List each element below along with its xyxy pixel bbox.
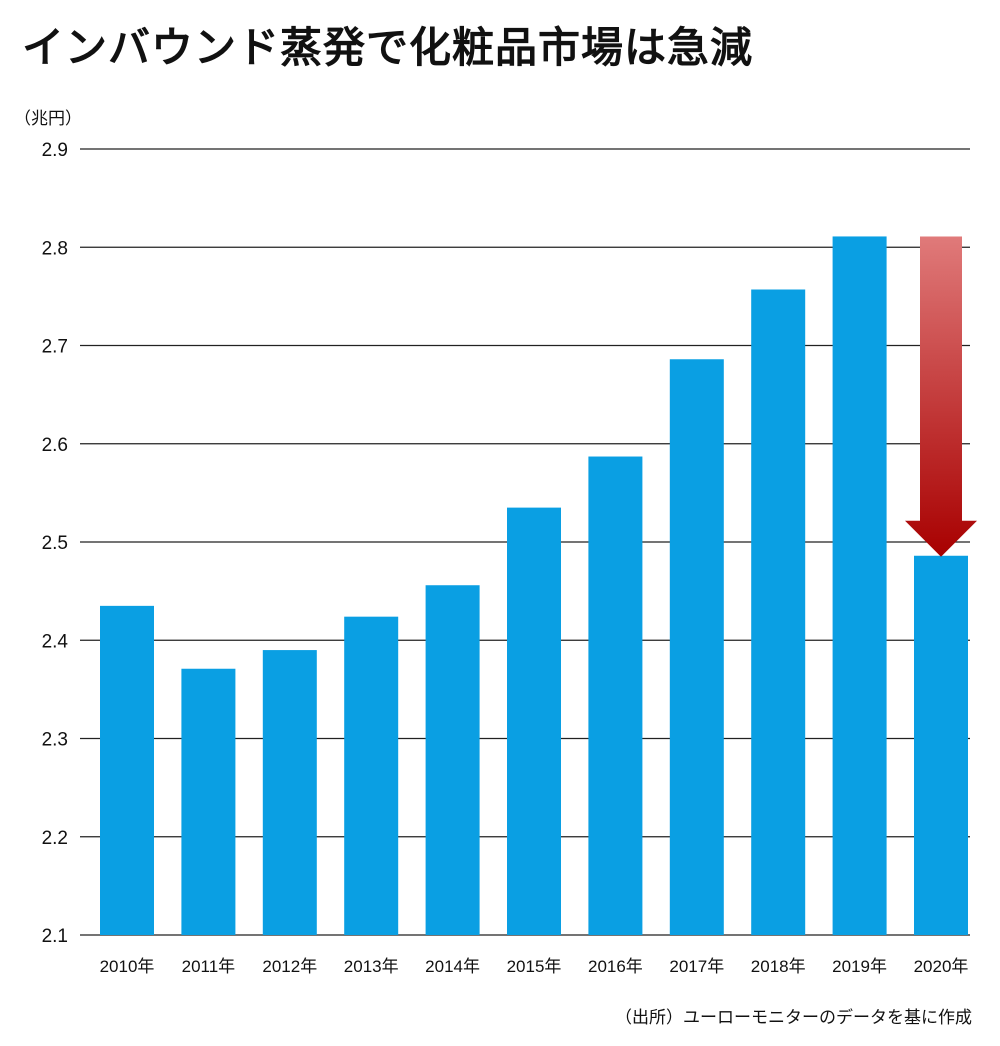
x-category-label: 2018年 bbox=[751, 957, 806, 976]
bar bbox=[669, 359, 724, 935]
y-axis-unit-label: （兆円） bbox=[14, 109, 82, 129]
bar bbox=[832, 236, 887, 935]
y-tick-labels: 2.1 2.2 2.3 2.4 2.5 2.6 2.7 2.8 2.9 bbox=[42, 140, 69, 947]
x-category-label: 2014年 bbox=[425, 957, 480, 976]
bar bbox=[507, 507, 561, 935]
bar bbox=[588, 456, 643, 935]
decrease-arrow bbox=[905, 236, 977, 557]
decrease-arrow-shape bbox=[905, 236, 977, 557]
y-tick-label: 2.7 bbox=[42, 337, 68, 358]
bar bbox=[425, 585, 480, 935]
x-category-label: 2010年 bbox=[100, 957, 155, 976]
y-tick-label: 2.4 bbox=[42, 631, 69, 652]
chart-title: インバウンド蒸発で化粧品市場は急減 bbox=[22, 23, 754, 72]
bar bbox=[262, 650, 317, 935]
x-category-label: 2019年 bbox=[832, 957, 887, 976]
bar bbox=[751, 289, 806, 935]
x-category-label: 2013年 bbox=[344, 957, 399, 976]
x-category-label: 2011年 bbox=[182, 957, 236, 976]
x-category-labels: 2010年 2011年 2012年 2013年 2014年 2015年 2016年 2017年… bbox=[100, 957, 969, 976]
y-tick-label: 2.5 bbox=[42, 533, 68, 554]
y-tick-label: 2.6 bbox=[42, 435, 68, 456]
x-category-label: 2012年 bbox=[262, 957, 317, 976]
y-tick-label: 2.1 bbox=[42, 926, 68, 947]
source-note: （出所）ユーローモニターのデータを基に作成 bbox=[615, 1008, 972, 1028]
x-category-label: 2020年 bbox=[914, 957, 969, 976]
x-category-label: 2017年 bbox=[669, 957, 724, 976]
bars bbox=[100, 236, 968, 935]
x-category-label: 2015年 bbox=[507, 957, 562, 976]
y-tick-label: 2.8 bbox=[42, 238, 68, 259]
bar bbox=[181, 668, 236, 935]
bar bbox=[344, 616, 399, 935]
y-tick-label: 2.2 bbox=[42, 828, 68, 849]
bar bbox=[914, 555, 968, 935]
y-tick-label: 2.3 bbox=[42, 730, 68, 751]
y-tick-label: 2.9 bbox=[42, 140, 68, 161]
bar bbox=[100, 605, 154, 935]
x-category-label: 2016年 bbox=[588, 957, 643, 976]
